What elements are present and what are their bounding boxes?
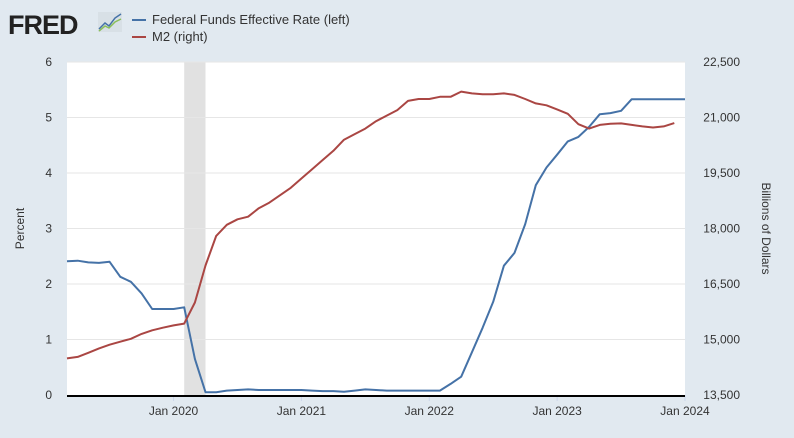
- y-tick-right: 22,500: [703, 55, 740, 69]
- legend-swatch: [132, 18, 146, 21]
- x-tick-label: Jan 2024: [660, 404, 710, 418]
- x-tick-label: Jan 2023: [532, 404, 582, 418]
- y-axis-label-right: Billions of Dollars: [759, 182, 773, 274]
- series-line-m2: [66, 90, 675, 360]
- y-tick-left: 0: [45, 388, 52, 402]
- y-tick-left: 3: [45, 222, 52, 236]
- series-line-fedfunds: [66, 98, 685, 394]
- y-tick-left: 2: [45, 277, 52, 291]
- fred-logo: FRED: [8, 10, 78, 40]
- y-tick-right: 21,000: [703, 111, 740, 125]
- y-tick-left: 5: [45, 111, 52, 125]
- x-tick-label: Jan 2021: [277, 404, 327, 418]
- y-axis-label-left: Percent: [13, 207, 27, 249]
- y-tick-right: 18,000: [703, 222, 740, 236]
- y-tick-right: 13,500: [703, 388, 740, 402]
- fred-chart-icon: [98, 12, 122, 32]
- y-tick-right: 16,500: [703, 277, 740, 291]
- legend-swatch: [132, 35, 146, 38]
- x-tick-label: Jan 2022: [405, 404, 455, 418]
- legend-label: Federal Funds Effective Rate (left): [152, 12, 350, 27]
- legend-label: M2 (right): [152, 29, 208, 44]
- y-tick-right: 15,000: [703, 333, 740, 347]
- y-tick-left: 1: [45, 333, 52, 347]
- y-tick-right: 19,500: [703, 166, 740, 180]
- legend-item-fedfunds[interactable]: Federal Funds Effective Rate (left): [132, 12, 350, 27]
- x-tick-label: Jan 2020: [149, 404, 199, 418]
- y-tick-left: 4: [45, 166, 52, 180]
- y-tick-left: 6: [45, 55, 52, 69]
- legend-item-m2[interactable]: M2 (right): [132, 29, 208, 44]
